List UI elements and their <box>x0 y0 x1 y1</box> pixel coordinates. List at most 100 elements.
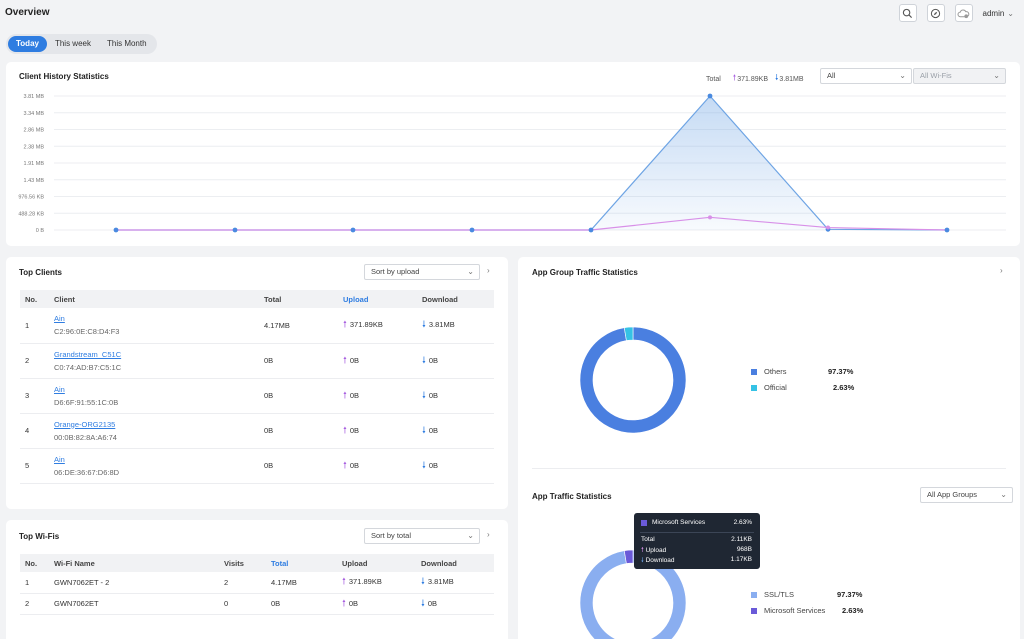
total-label: Total <box>706 75 721 83</box>
top-wifis-table: No. Wi-Fi Name Visits Total Upload Downl… <box>20 554 494 615</box>
top-wifis-sort-value: Sort by total <box>371 531 412 540</box>
top-wifis-rows: 1 GWN7062ET - 2 2 4.17MB 🠕 371.89KB 🠗 3.81MB 2 GW… <box>20 572 494 615</box>
upload-arrow-icon: 🠕 <box>342 576 346 587</box>
y-tick-label: 1.43 MB <box>24 178 45 184</box>
tooltip-download-row: 🠗 Download 1.17KB <box>641 556 752 567</box>
legend-swatch <box>751 384 757 391</box>
y-tick-label: 3.81 MB <box>24 94 45 100</box>
download-arrow-icon: 🠗 <box>422 389 426 400</box>
client-mac: 00:0B:82:8A:A6:74 <box>54 432 117 442</box>
top-wifis-sort-select[interactable]: Sort by total ⌄ <box>364 528 480 544</box>
wifi-filter-select: All Wi-Fis ⌄ <box>913 68 1006 84</box>
row-no: 5 <box>20 448 49 484</box>
data-point[interactable] <box>944 227 950 233</box>
chevron-right-icon[interactable]: › <box>487 530 490 539</box>
data-point[interactable] <box>707 93 713 99</box>
donut-slice[interactable] <box>623 327 634 341</box>
app-group-filter-value: All App Groups <box>927 490 978 499</box>
client-name-link[interactable]: Grandstream_C51C <box>54 349 122 359</box>
col-client: Client <box>49 290 259 308</box>
row-download: 🠗 0B <box>416 593 494 615</box>
chevron-right-icon[interactable]: › <box>1000 266 1003 275</box>
legend-label: SSL/TLS <box>764 590 795 599</box>
client-name-link[interactable]: Orange-ORG2135 <box>54 419 116 429</box>
y-tick-label: 3.34 MB <box>24 111 45 117</box>
data-point[interactable] <box>350 227 356 233</box>
legend-pct: 97.37% <box>837 590 863 599</box>
col-total[interactable]: Total <box>266 554 337 572</box>
top-clients-sort-value: Sort by upload <box>371 267 420 276</box>
tab-today[interactable]: Today <box>8 36 47 52</box>
y-tick-label: 1.91 MB <box>24 161 45 167</box>
row-download: 🠗 0B <box>417 343 494 379</box>
chevron-right-icon[interactable]: › <box>487 266 490 275</box>
client-history-card <box>6 62 1020 246</box>
tooltip-pct: 2.63% <box>733 519 752 526</box>
upload-arrow-icon: 🠕 <box>343 354 347 365</box>
col-total[interactable]: Total <box>259 290 338 308</box>
row-total: 0B <box>266 593 337 615</box>
tab-this-week[interactable]: This week <box>54 39 91 48</box>
row-download: 🠗 3.81MB <box>417 308 494 344</box>
row-upload: 🠕 371.89KB <box>338 308 417 344</box>
table-header: No. Client Total Upload Download <box>20 290 494 308</box>
top-clients-title: Top Clients <box>19 268 62 277</box>
data-point[interactable] <box>708 215 712 220</box>
app-group-filter-select[interactable]: All App Groups ⌄ <box>920 487 1013 503</box>
donut-slice[interactable] <box>580 327 686 433</box>
donut-slice[interactable] <box>623 550 634 564</box>
row-upload: 🠕 0B <box>337 593 416 615</box>
row-total: 0B <box>259 413 338 449</box>
table-row: 2 GWN7062ET 0 0B 🠕 0B 🠗 0B <box>20 593 494 615</box>
download-arrow-icon: 🠗 <box>422 319 426 330</box>
legend-pct: 2.63% <box>842 606 864 615</box>
compass-icon[interactable] <box>926 4 945 22</box>
tab-this-month[interactable]: This Month <box>106 39 147 48</box>
y-tick-label: 0 B <box>36 228 45 234</box>
row-total: 4.17MB <box>259 308 338 344</box>
download-arrow-icon: 🠗 <box>422 354 426 365</box>
row-download: 🠗 0B <box>417 378 494 414</box>
legend-item-microsoft-services: Microsoft Services <box>751 606 825 615</box>
client-mac: C2:96:0E:C8:D4:F3 <box>54 327 120 337</box>
row-upload: 🠕 0B <box>338 343 417 379</box>
data-point[interactable] <box>469 227 475 233</box>
data-point[interactable] <box>232 227 238 233</box>
col-upload[interactable]: Upload <box>338 290 417 308</box>
row-total: 0B <box>259 448 338 484</box>
col-visits[interactable]: Visits <box>219 554 266 572</box>
client-name-link[interactable]: Ain <box>54 384 65 394</box>
cloud-icon[interactable] <box>954 4 973 22</box>
col-wifi-name: Wi-Fi Name <box>49 554 219 572</box>
table-row: 2 Grandstream_C51C C0:74:AD:B7:C5:1C 0B 🠕 0B 🠗… <box>20 343 494 379</box>
row-no: 2 <box>20 343 49 379</box>
data-point[interactable] <box>113 227 119 233</box>
row-upload: 🠕 0B <box>338 448 417 484</box>
download-value: 0B <box>428 390 439 400</box>
client-mac: C0:74:AD:B7:C5:1C <box>54 362 122 372</box>
tooltip-total-label: Total <box>641 536 655 543</box>
client-mac: 06:DE:36:67:D6:8D <box>54 467 120 477</box>
row-download: 🠗 0B <box>417 448 494 484</box>
search-device-icon[interactable] <box>898 4 917 22</box>
data-point[interactable] <box>826 225 830 230</box>
col-download[interactable]: Download <box>417 290 494 308</box>
client-name-link[interactable]: Ain <box>54 314 65 324</box>
col-download[interactable]: Download <box>416 554 494 572</box>
download-value: 0B <box>428 355 439 365</box>
page-title: Overview <box>5 7 50 18</box>
download-arrow-icon: 🠗 <box>421 597 425 608</box>
data-point[interactable] <box>588 227 594 233</box>
top-clients-sort-select[interactable]: Sort by upload ⌄ <box>364 264 480 280</box>
client-name-link[interactable]: Ain <box>54 454 65 464</box>
legend-swatch <box>751 591 757 598</box>
client-filter-select[interactable]: All ⌄ <box>820 68 912 84</box>
legend-pct: 2.63% <box>833 383 855 392</box>
user-menu[interactable]: admin ⌄ <box>983 9 1015 18</box>
chart-tooltip: Microsoft Services 2.63% Total 2.11KB 🠕 … <box>634 513 760 569</box>
col-upload[interactable]: Upload <box>337 554 416 572</box>
total-download: 3.81MB <box>779 75 804 83</box>
row-download: 🠗 0B <box>417 413 494 449</box>
upload-value: 0B <box>349 460 360 470</box>
donut-slice[interactable] <box>580 550 686 639</box>
